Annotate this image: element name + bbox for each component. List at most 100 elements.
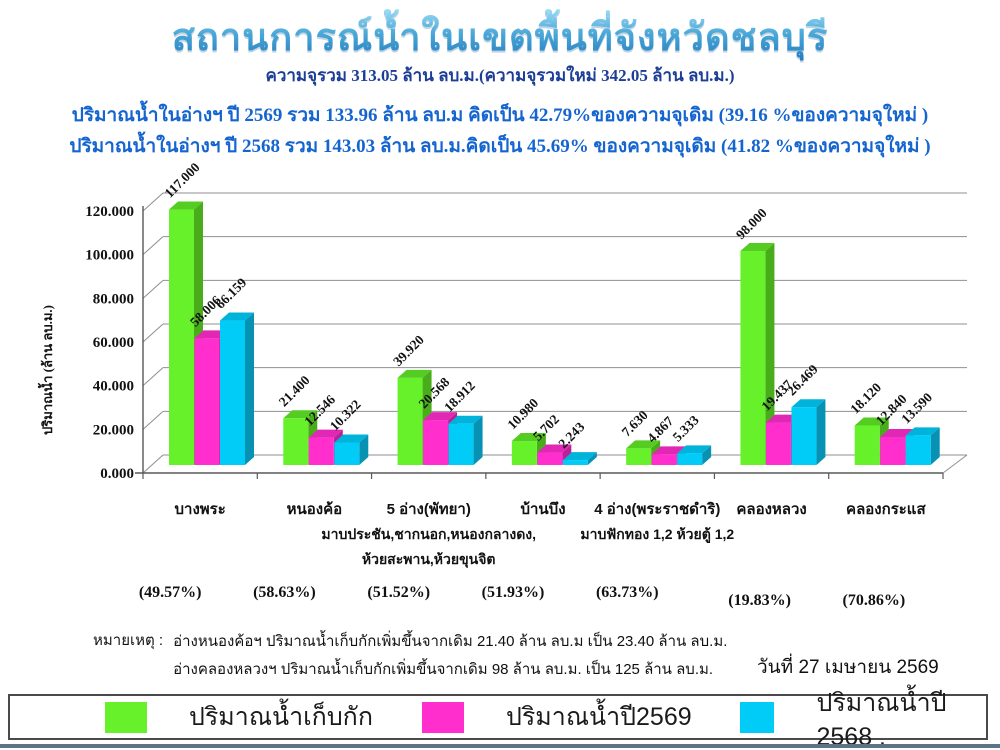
- category-label: คลองกระแส: [846, 501, 926, 518]
- bar-top: [562, 452, 597, 461]
- y-tick-label: 80.000: [93, 291, 134, 307]
- value-label: 117.000: [162, 159, 203, 200]
- bar-2-0: [220, 312, 254, 465]
- bar-side: [473, 415, 483, 465]
- footnote-line: อ่างคลองหลวงฯ ปริมาณน้ำเก็บกักเพิ่มขึ้นจ…: [173, 661, 714, 678]
- category-sublabel: มาบฟักทอง 1,2 ห้วยตู้ 1,2: [580, 526, 735, 542]
- bar-top: [740, 243, 775, 252]
- bar-top: [308, 429, 343, 438]
- bar-top: [283, 410, 318, 419]
- bar-2-1: [334, 434, 369, 465]
- report-date: วันที่ 27 เมษายน 2569: [757, 657, 939, 678]
- gridline: [142, 367, 164, 387]
- bar-side: [702, 445, 712, 465]
- chart-legend: ปริมาณน้ำเก็บกัก ปริมาณน้ำปี2569 ปริมาณน…: [8, 689, 988, 750]
- category-label: 5 อ่าง(พัทยา): [386, 501, 471, 518]
- bar-front: [283, 418, 309, 465]
- category-percentage: (70.86%): [842, 592, 906, 609]
- gridline: [142, 410, 164, 430]
- footnote: หมายเหตุ : อ่างหนองค้อฯ ปริมาณน้ำเก็บกัก…: [93, 628, 727, 684]
- bar-2-2: [448, 415, 483, 465]
- y-tick-label: 60.000: [93, 335, 134, 351]
- y-tick-label: 120.000: [85, 204, 134, 220]
- bar-front: [334, 442, 360, 465]
- bar-front: [194, 338, 220, 465]
- bar-front: [308, 437, 334, 465]
- floor-right-edge: [942, 454, 968, 474]
- bar-front: [626, 448, 652, 465]
- category-label: คลองหลวง: [736, 501, 807, 518]
- bar-top: [880, 428, 915, 437]
- bar-front: [740, 251, 766, 465]
- category-label: บางพระ: [174, 501, 226, 518]
- bar-2-5: [791, 399, 826, 465]
- gridline: [142, 454, 164, 474]
- y-tick-label: 20.000: [93, 422, 134, 438]
- bar-top: [397, 369, 432, 378]
- footnote-line: อ่างหนองค้อฯ ปริมาณน้ำเก็บกักเพิ่มขึ้นจา…: [173, 633, 728, 650]
- bar-2-4: [677, 445, 712, 465]
- summary-line-2569: ปริมาณน้ำในอ่างฯ ปี 2569 รวม 133.96 ล้าน…: [71, 105, 929, 126]
- bar-front: [423, 420, 449, 465]
- category-label: หนองค้อ: [286, 501, 343, 518]
- bar-front: [677, 453, 703, 465]
- legend-swatch-blue: [740, 701, 775, 733]
- bar-top: [677, 445, 712, 454]
- legend-label: ปริมาณน้ำปี2569: [506, 703, 692, 731]
- value-label: 21.400: [276, 372, 313, 409]
- total-capacity-subtitle: ความจุรวม 313.05 ล้าน ลบ.ม.(ความจุรวมใหม…: [265, 66, 735, 85]
- bar-top: [448, 415, 483, 424]
- y-axis-title: ปริมาณน้ำ (ล้าน ลบ.ม.): [37, 305, 55, 435]
- legend-item-storage: ปริมาณน้ำเก็บกัก: [105, 696, 373, 738]
- footnote-lines: อ่างหนองค้อฯ ปริมาณน้ำเก็บกักเพิ่มขึ้นจา…: [173, 628, 727, 684]
- category-percentage: (58.63%): [253, 584, 316, 601]
- legend-swatch-green: [105, 701, 147, 733]
- page-title: สถานการณ์น้ำในเขตพื้นที่จังหวัดชลบุรี: [0, 6, 1000, 67]
- bar-front: [905, 435, 931, 465]
- y-tick-label: 0.000: [100, 466, 134, 482]
- bar-front: [511, 441, 537, 465]
- y-tick-label: 100.000: [85, 248, 134, 264]
- summary-line-2568: ปริมาณน้ำในอ่างฯ ปี 2568 รวม 143.03 ล้าน…: [69, 136, 931, 157]
- category-sublabel: ห้วยสะพาน,ห้วยขุนจิต: [361, 551, 496, 567]
- y-tick-label: 40.000: [93, 379, 134, 395]
- category-percentage: (19.83%): [728, 592, 791, 609]
- category-label: บ้านบึง: [520, 501, 566, 518]
- bar-front: [537, 452, 563, 465]
- bar-2-3: [562, 452, 597, 465]
- legend-swatch-pink: [422, 701, 464, 733]
- bar-top: [854, 417, 889, 426]
- bar-front: [791, 407, 817, 465]
- gridline: [142, 323, 164, 343]
- bar-side: [930, 427, 940, 465]
- value-label: 39.920: [390, 332, 427, 369]
- gridline: [142, 192, 164, 212]
- bar-side: [816, 399, 826, 465]
- bar-side: [245, 312, 254, 465]
- gridline: [142, 236, 164, 256]
- bar-2-6: [905, 427, 940, 465]
- bar-top: [651, 446, 686, 455]
- bar-top: [220, 312, 254, 321]
- bar-front: [397, 377, 423, 465]
- bar-side: [765, 243, 775, 465]
- bar-top: [626, 440, 661, 449]
- category-sublabel: มาบประชัน,ชากนอก,หนองกลางดง,: [321, 526, 537, 542]
- category-percentage: (63.73%): [595, 584, 659, 601]
- bottom-divider-bar: [0, 744, 1000, 748]
- bar-front: [765, 422, 791, 465]
- bar-top: [511, 433, 546, 442]
- bar-top: [169, 201, 203, 210]
- bar-front: [562, 460, 588, 465]
- legend-item-2568: ปริมาณน้ำปี 2568 .: [740, 689, 986, 750]
- bar-0-5: [740, 243, 775, 465]
- bar-top: [334, 434, 369, 443]
- category-label: 4 อ่าง(พระราชดำริ): [594, 501, 721, 518]
- legend-item-2569: ปริมาณน้ำปี2569: [422, 696, 692, 738]
- water-volume-bar-chart: 0.000 20.000 40.000 60.000 80.000 100.000 120.…: [37, 159, 968, 482]
- category-percentage: (51.93%): [481, 584, 545, 601]
- bar-front: [448, 423, 474, 465]
- footnote-label: หมายเหตุ :: [93, 632, 164, 649]
- category-percentage: (49.57%): [138, 584, 202, 601]
- category-percentage: (51.52%): [367, 584, 431, 601]
